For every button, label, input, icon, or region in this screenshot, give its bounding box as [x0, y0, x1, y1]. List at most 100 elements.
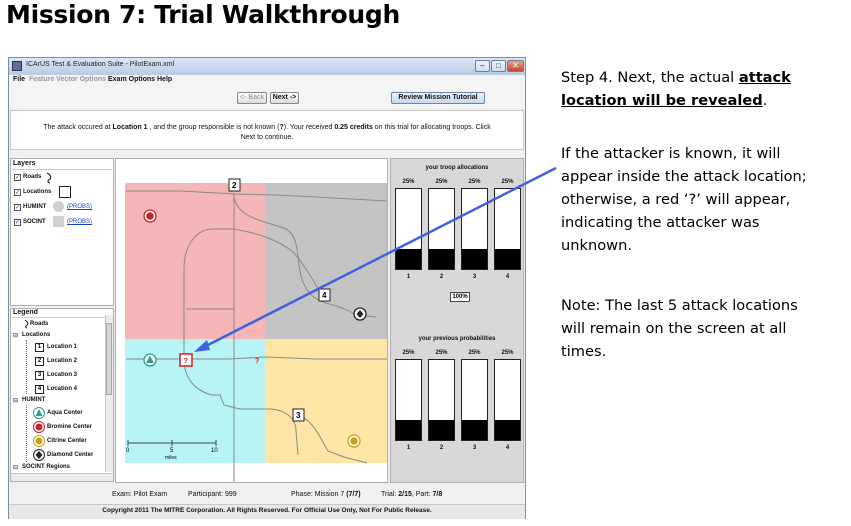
- location-1-attack-box[interactable]: ?: [179, 353, 193, 367]
- legend-socint-header: SOCINT Regions: [22, 464, 71, 470]
- allocation-percent-label-4: 25%: [501, 179, 514, 185]
- allocation-percent-label-3: 25%: [468, 179, 481, 185]
- probability-panel: your troop allocations 25% 1 25% 2 25% 3 25% 4 …: [390, 158, 524, 483]
- previous-bar-1[interactable]: [395, 359, 422, 441]
- legend-location-1-label: Location 1: [47, 344, 78, 350]
- layer-locations-label: Locations: [23, 189, 52, 195]
- known-line-3: otherwise, a red ‘?’ will appear,: [561, 191, 791, 208]
- menu-bar: File Feature Vector Options Exam Options…: [9, 75, 525, 86]
- note-line-2: will remain on the screen at all: [561, 320, 787, 337]
- humint-circle-icon: [53, 201, 64, 212]
- bromine-center-icon: [33, 421, 45, 433]
- next-button[interactable]: Next ->: [270, 92, 299, 104]
- close-button[interactable]: ✕: [507, 60, 524, 72]
- locations-checkbox[interactable]: ✓: [14, 189, 21, 196]
- legend-location-2-label: Location 2: [47, 358, 78, 364]
- note-line-1: Note: The last 5 attack locations: [561, 297, 798, 314]
- back-button[interactable]: <- Back: [237, 92, 267, 104]
- legend-title: Legend: [13, 309, 38, 316]
- bromine-center-icon[interactable]: [143, 209, 157, 223]
- slide-title: Mission 7: Trial Walkthrough: [6, 0, 400, 29]
- socint-square-icon: [53, 216, 64, 227]
- toolbar: <- Back Next -> Review Mission Tutorial: [9, 86, 525, 108]
- road-symbol-icon: [24, 319, 29, 329]
- app-icon: [12, 61, 22, 71]
- socint-checkbox[interactable]: ✓: [14, 219, 21, 226]
- known-line-2: appear inside the attack location;: [561, 168, 807, 185]
- location-3-box[interactable]: 3: [292, 408, 305, 422]
- scale-unit: miles: [165, 455, 177, 461]
- review-mission-tutorial-button[interactable]: Review Mission Tutorial: [391, 92, 485, 104]
- previous-bar-3[interactable]: [461, 359, 488, 441]
- step-prefix: Step 4. Next, the actual: [561, 69, 739, 86]
- attack-unknown-marker: ?: [184, 356, 189, 365]
- collapse-icon[interactable]: ⊟: [13, 398, 19, 404]
- allocation-bar-1[interactable]: [395, 188, 422, 270]
- legend-location-1-box: 1: [35, 343, 44, 352]
- status-exam: Exam: Pilot Exam: [112, 491, 168, 498]
- map-canvas: 0 5 10 miles 2 4 3 ? ?: [125, 178, 387, 482]
- region-top-left: [125, 183, 265, 339]
- window-title: ICArUS Test & Evaluation Suite - PilotEx…: [26, 61, 175, 68]
- location-4-number: 4: [322, 291, 327, 300]
- location-box-icon: [59, 186, 71, 198]
- previous-bar-fill-3: [462, 419, 487, 440]
- allocation-category-4: 4: [505, 274, 510, 280]
- previous-category-2: 2: [439, 445, 444, 451]
- layers-title: Layers: [13, 160, 36, 167]
- instruction-panel: The attack occured at Location 1 , and t…: [10, 110, 524, 150]
- menu-exam-options[interactable]: Exam Options: [108, 76, 156, 83]
- legend-location-4-label: Location 4: [47, 386, 78, 392]
- allocation-bar-fill-2: [429, 248, 454, 269]
- collapse-icon[interactable]: ⊟: [13, 333, 19, 339]
- legend-horizontal-scrollbar[interactable]: [11, 473, 113, 481]
- aqua-center-icon[interactable]: [143, 353, 157, 367]
- note-text: Note: The last 5 attack locations will r…: [561, 294, 851, 363]
- troop-allocations-title: your troop allocations: [425, 165, 489, 171]
- location-2-number: 2: [232, 181, 237, 190]
- step-emphasis-2: location will be revealed: [561, 92, 763, 109]
- status-phase: Phase: Mission 7 (7/7): [291, 491, 361, 498]
- menu-file[interactable]: File: [13, 76, 26, 83]
- status-trial: Trial: 2/15, Part: 7/8: [381, 491, 443, 498]
- region-top-right: [265, 183, 387, 339]
- previous-bar-2[interactable]: [428, 359, 455, 441]
- previous-bar-4[interactable]: [494, 359, 521, 441]
- allocation-bar-3[interactable]: [461, 188, 488, 270]
- location-4-box[interactable]: 4: [318, 288, 331, 302]
- instruction-line-1: The attack occured at Location 1 , and t…: [43, 124, 491, 131]
- menu-help[interactable]: Help: [157, 76, 173, 83]
- minimize-button[interactable]: –: [475, 60, 490, 72]
- status-participant: Participant: 999: [188, 491, 237, 498]
- socint-probs-link[interactable]: (PROBS): [67, 219, 93, 225]
- known-line-5: unknown.: [561, 237, 632, 254]
- citrine-center-icon[interactable]: [347, 434, 361, 448]
- previous-percent-label-2: 25%: [435, 350, 448, 356]
- humint-checkbox[interactable]: ✓: [14, 204, 21, 211]
- legend-vertical-scrollbar[interactable]: [105, 315, 113, 472]
- previous-category-3: 3: [472, 445, 477, 451]
- diamond-center-icon[interactable]: [353, 307, 367, 321]
- scale-tick-0: 0: [126, 448, 130, 454]
- roads-checkbox[interactable]: ✓: [14, 174, 21, 181]
- step-suffix: .: [762, 92, 768, 109]
- legend-humint-header: HUMINT: [22, 397, 46, 403]
- note-line-3: times.: [561, 343, 607, 360]
- collapse-icon[interactable]: ⊟: [13, 465, 19, 471]
- location-2-box[interactable]: 2: [228, 178, 241, 192]
- allocation-bar-2[interactable]: [428, 188, 455, 270]
- allocation-bar-4[interactable]: [494, 188, 521, 270]
- previous-bar-fill-4: [495, 419, 520, 440]
- previous-category-1: 1: [406, 445, 411, 451]
- allocation-bar-fill-1: [396, 248, 421, 269]
- citrine-center-icon: [33, 435, 45, 447]
- legend-roads-label: Roads: [30, 321, 49, 327]
- humint-probs-link[interactable]: (PROBS): [67, 204, 93, 210]
- allocation-percent-label-1: 25%: [402, 179, 415, 185]
- menu-feature-vector-options[interactable]: Feature Vector Options: [29, 76, 107, 83]
- status-bar: Exam: Pilot Exam Participant: 999 Phase:…: [9, 488, 525, 502]
- maximize-button[interactable]: □: [491, 60, 506, 72]
- legend-location-4-box: 4: [35, 385, 44, 394]
- diamond-center-icon: [33, 449, 45, 461]
